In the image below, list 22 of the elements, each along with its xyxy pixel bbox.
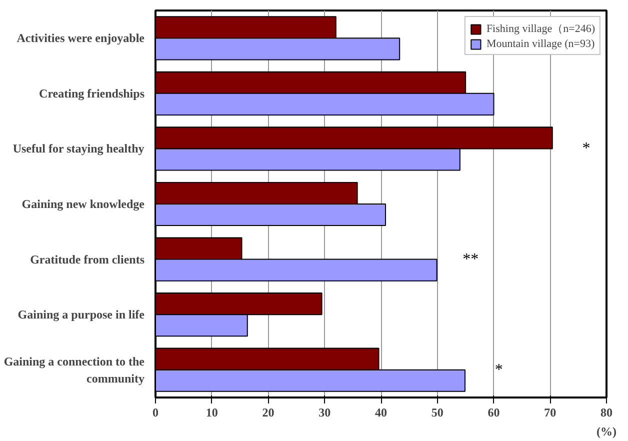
x-tick-label: 70 (544, 406, 556, 420)
x-tick-label: 50 (431, 406, 444, 420)
legend-label: Mountain village (n=93) (486, 38, 595, 50)
x-tick-label: 40 (375, 406, 387, 420)
x-tick-label: 20 (262, 406, 274, 420)
annotation: * (582, 140, 590, 158)
x-tick-label: 10 (206, 406, 218, 420)
x-axis-title: (%) (596, 424, 617, 438)
x-tick-label: 80 (600, 406, 612, 420)
y-tick-label: Gaining a connection to the community (4, 354, 146, 386)
y-tick-label: Gaining new knowledge (22, 197, 146, 211)
y-tick-label: Useful for staying healthy (12, 142, 144, 156)
x-tick-label: 30 (318, 406, 331, 420)
y-tick-label: Gaining a purpose in life (18, 308, 146, 322)
annotation: ** (462, 250, 479, 268)
y-tick-label: Creating friendships (39, 86, 145, 100)
y-tick-label: Gratitude from clients (30, 252, 145, 266)
x-tick-label: 60 (488, 406, 500, 420)
x-tick-label: 0 (152, 406, 158, 420)
y-tick-label: Activities were enjoyable (16, 31, 146, 46)
legend-label: Fishing village（n=246) (486, 22, 595, 36)
annotation: * (494, 361, 503, 378)
